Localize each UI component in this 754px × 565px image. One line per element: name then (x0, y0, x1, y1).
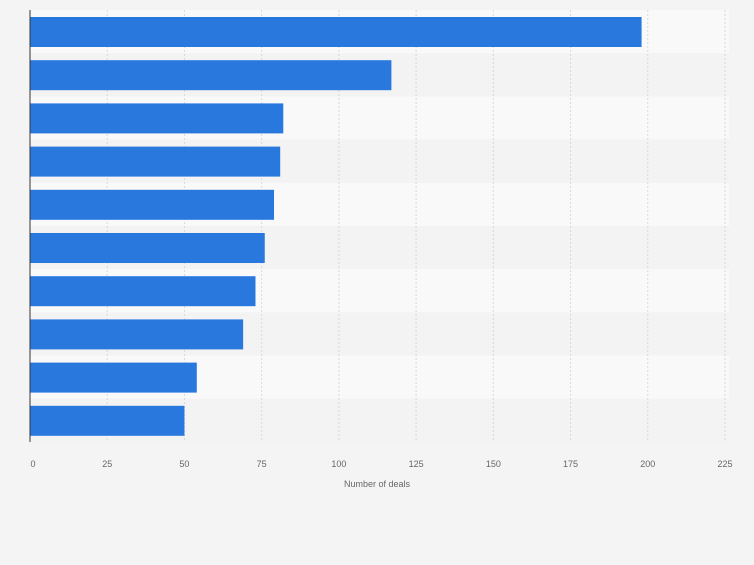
x-axis-label: Number of deals (344, 479, 411, 489)
x-axis-ticks: 0 25 50 75 100 125 150 175 200 225 (30, 459, 732, 469)
bar (30, 319, 244, 350)
x-tick-label: 25 (102, 459, 112, 469)
bar (30, 233, 265, 263)
bar (30, 146, 281, 177)
x-tick-label: 75 (257, 459, 267, 469)
bars (30, 17, 642, 436)
x-tick-label: 200 (640, 459, 655, 469)
bar (30, 189, 275, 220)
x-tick-label: 50 (179, 459, 189, 469)
bar (30, 103, 284, 134)
bar (30, 17, 642, 47)
x-tick-label: 100 (331, 459, 346, 469)
x-tick-label: 0 (30, 459, 35, 469)
bar (30, 362, 197, 393)
x-tick-label: 150 (486, 459, 501, 469)
x-tick-label: 175 (563, 459, 578, 469)
x-tick-label: 225 (717, 459, 732, 469)
x-tick-label: 125 (409, 459, 424, 469)
bar (30, 276, 256, 307)
bar (30, 60, 392, 91)
bar (30, 405, 185, 436)
